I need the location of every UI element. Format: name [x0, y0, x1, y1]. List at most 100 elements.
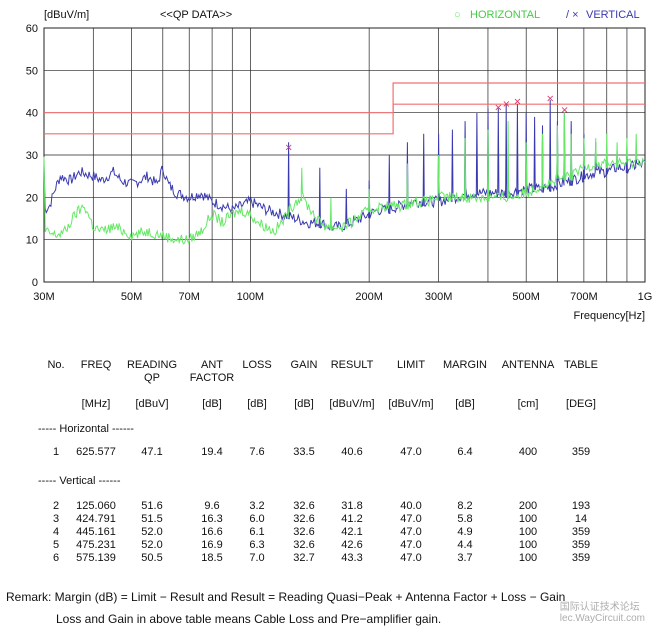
y-tick-label: 30 [26, 150, 38, 162]
table-cell: 51.5 [141, 513, 163, 525]
table-cell: 32.7 [293, 552, 315, 564]
table-cell: 51.6 [141, 500, 163, 512]
table-header-row: No. FREQ READING ANT LOSS GAIN RESULT LI… [0, 359, 659, 372]
x-axis-label: Frequency[Hz] [573, 310, 645, 322]
table-cell: 31.8 [341, 500, 363, 512]
table-cell: 3.7 [457, 552, 473, 564]
unit-antenna: [cm] [517, 398, 539, 410]
table-cell: 32.6 [293, 539, 315, 551]
table-cell: 1 [52, 446, 60, 458]
table-cell: 52.0 [141, 526, 163, 538]
table-row: 4 445.161 52.0 16.6 6.1 32.6 42.1 47.0 4.9 100 359 [0, 526, 659, 539]
col-ant: ANT [201, 359, 223, 371]
table-cell: 359 [571, 526, 591, 538]
legend-horizontal: HORIZONTAL [470, 9, 540, 21]
y-tick-label: 60 [26, 23, 38, 35]
table-row: 1 625.577 47.1 19.4 7.6 33.5 40.6 47.0 6.4 400 359 [0, 446, 659, 459]
legend-vertical: VERTICAL [586, 9, 640, 21]
table-cell: 42.6 [341, 539, 363, 551]
x-tick-label: 70M [179, 291, 200, 303]
data-traces [43, 99, 646, 245]
table-cell: 16.6 [201, 526, 223, 538]
x-tick-label: 700M [570, 291, 598, 303]
unit-margin: [dB] [455, 398, 475, 410]
unit-gain: [dB] [294, 398, 314, 410]
y-tick-label: 50 [26, 65, 38, 77]
watermark-line-1: 国际认证技术论坛 [559, 602, 640, 613]
table-cell: 3 [52, 513, 60, 525]
unit-loss: [dB] [247, 398, 267, 410]
table-cell: 6.4 [457, 446, 473, 458]
unit-reading: [dBuV] [135, 398, 169, 410]
section-vertical: ----- Vertical ------ [38, 475, 121, 487]
table-cell: 100 [518, 513, 538, 525]
horizontal-trace [43, 112, 646, 245]
legend-vertical-marker: / × [566, 9, 579, 21]
chart-header-title: <<QP DATA>> [160, 9, 232, 21]
x-tick-label: 500M [512, 291, 540, 303]
col-no: No. [47, 359, 65, 371]
x-tick-label: 100M [237, 291, 265, 303]
table-cell: 400 [518, 446, 538, 458]
x-tick-label: 200M [355, 291, 383, 303]
limit-lines [44, 82, 645, 135]
table-cell: 2 [52, 500, 60, 512]
table-row: 3 424.791 51.5 16.3 6.0 32.6 41.2 47.0 5.8 100 14 [0, 513, 659, 526]
table-cell: 52.0 [141, 539, 163, 551]
table-row: 6 575.139 50.5 18.5 7.0 32.7 43.3 47.0 3.7 100 359 [0, 552, 659, 565]
table-cell: 200 [518, 500, 538, 512]
table-cell: 6.1 [249, 526, 265, 538]
table-cell: 193 [571, 500, 591, 512]
table-cell: 7.6 [249, 446, 265, 458]
table-cell: 40.6 [341, 446, 363, 458]
watermark: 国际认证技术论坛 lec.WayCircuit.com [560, 598, 645, 624]
chart-axes: 0 10 20 30 40 50 60 30M 50M 70M 100M 200M 300M 500M 70… [26, 23, 653, 303]
peak-marker: × [284, 142, 292, 153]
col-margin: MARGIN [443, 359, 487, 371]
unit-ant: [dB] [202, 398, 222, 410]
table-cell: 445.161 [76, 526, 116, 538]
table-cell: 19.4 [201, 446, 223, 458]
table-cell: 100 [518, 526, 538, 538]
table-cell: 47.0 [400, 526, 422, 538]
watermark-line-2: lec.WayCircuit.com [559, 613, 645, 624]
x-tick-label: 1G [638, 291, 653, 303]
col-loss: LOSS [242, 359, 272, 371]
table-cell: 32.6 [293, 513, 315, 525]
table-cell: 50.5 [141, 552, 163, 564]
peak-marker: × [494, 103, 502, 114]
section-horizontal: ----- Horizontal ------ [38, 423, 134, 435]
table-cell: 625.577 [76, 446, 116, 458]
table-cell: 16.3 [201, 513, 223, 525]
limit-line [44, 82, 645, 114]
table-units-row: [MHz] [dBuV] [dB] [dB] [dB] [dBuV/m] [dB… [0, 398, 659, 411]
table-cell: 575.139 [76, 552, 116, 564]
x-tick-label: 300M [425, 291, 453, 303]
col-freq: FREQ [80, 359, 112, 371]
table-cell: 47.0 [400, 446, 422, 458]
table-cell: 359 [571, 539, 591, 551]
table-cell: 32.6 [293, 500, 315, 512]
table-cell: 7.0 [249, 552, 265, 564]
unit-limit: [dBuV/m] [388, 398, 434, 410]
table-cell: 4.9 [457, 526, 473, 538]
table-cell: 100 [518, 539, 538, 551]
col-gain: GAIN [290, 359, 318, 371]
legend-horizontal-marker: ○ [454, 9, 461, 21]
table-cell: 359 [571, 446, 591, 458]
y-units-label: [dBuV/m] [44, 9, 89, 21]
table-cell: 6.0 [249, 513, 265, 525]
table-cell: 9.6 [204, 500, 220, 512]
remark-line-1: Remark: Margin (dB) = Limit − Result and… [6, 590, 566, 604]
table-row: 2 125.060 51.6 9.6 3.2 32.6 31.8 40.0 8.2 200 193 [0, 500, 659, 513]
unit-table: [DEG] [566, 398, 596, 410]
table-cell: 6.3 [249, 539, 265, 551]
peak-markers: ×× × × ×× [284, 94, 568, 154]
limit-line [44, 103, 645, 135]
x-tick-label: 50M [121, 291, 142, 303]
table-cell: 18.5 [201, 552, 223, 564]
col-table: TABLE [563, 359, 599, 371]
peak-marker: × [502, 99, 510, 110]
peak-marker: × [513, 97, 521, 108]
peak-marker: × [546, 94, 554, 105]
